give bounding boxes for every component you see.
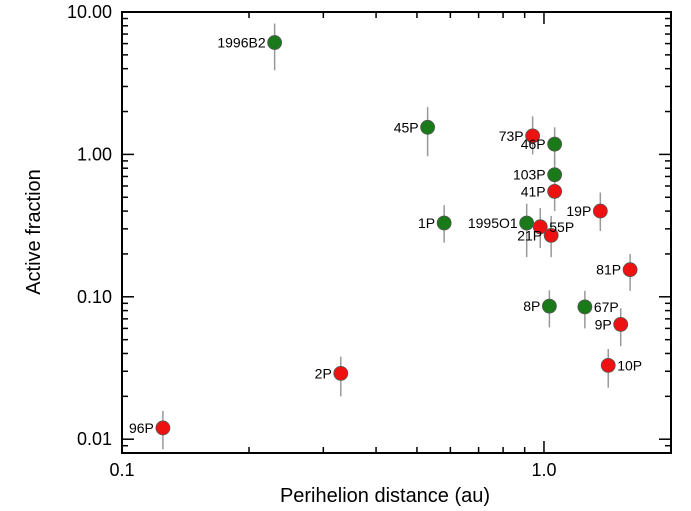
data-point (532, 219, 548, 235)
axis-ticks (121, 11, 672, 454)
point-label: 19P (566, 203, 591, 219)
axis-tick-labels: 0.1 1.0 0.01 0.10 1.00 10.00 (67, 2, 557, 480)
point-label: 45P (394, 119, 419, 135)
data-point (547, 167, 563, 183)
point-label: 1995O1 (468, 215, 518, 231)
data-point (333, 365, 349, 381)
point-label: 2P (315, 365, 332, 381)
y-axis-title: Active fraction (23, 169, 45, 295)
point-label: 55P (549, 219, 574, 235)
data-points (155, 35, 638, 436)
y-tick-label: 1.00 (77, 144, 112, 164)
point-label: 1996B2 (217, 35, 265, 51)
y-tick-label: 0.10 (77, 287, 112, 307)
point-label: 73P (499, 128, 524, 144)
data-point (543, 227, 559, 243)
point-label: 103P (513, 167, 546, 183)
data-point (436, 215, 452, 231)
data-point (541, 298, 557, 314)
point-label: 46P (521, 136, 546, 152)
point-label: 9P (595, 316, 612, 332)
data-point (267, 35, 283, 50)
data-point (592, 203, 608, 219)
data-point (547, 183, 563, 199)
point-label: 96P (129, 420, 154, 436)
data-point (547, 136, 563, 152)
data-point (420, 119, 436, 135)
point-label: 21P (517, 227, 542, 243)
error-bars (162, 23, 631, 450)
x-tick-label: 0.1 (109, 460, 134, 480)
data-point (525, 128, 541, 144)
data-point (577, 299, 593, 315)
point-label: 10P (617, 357, 642, 373)
point-label: 41P (521, 183, 546, 199)
x-tick-label: 1.0 (531, 460, 556, 480)
point-label: 8P (523, 298, 540, 314)
point-label: 1P (418, 215, 435, 231)
data-point (155, 420, 171, 436)
point-label: 81P (596, 262, 621, 278)
plot-frame (121, 11, 672, 454)
x-axis-title: Perihelion distance (au) (280, 485, 490, 507)
y-tick-label: 0.01 (77, 429, 112, 449)
y-tick-label: 10.00 (67, 2, 112, 22)
data-point (519, 215, 535, 231)
data-point (600, 357, 616, 373)
data-point (622, 262, 638, 278)
data-point (613, 316, 629, 332)
point-label: 67P (594, 299, 619, 315)
